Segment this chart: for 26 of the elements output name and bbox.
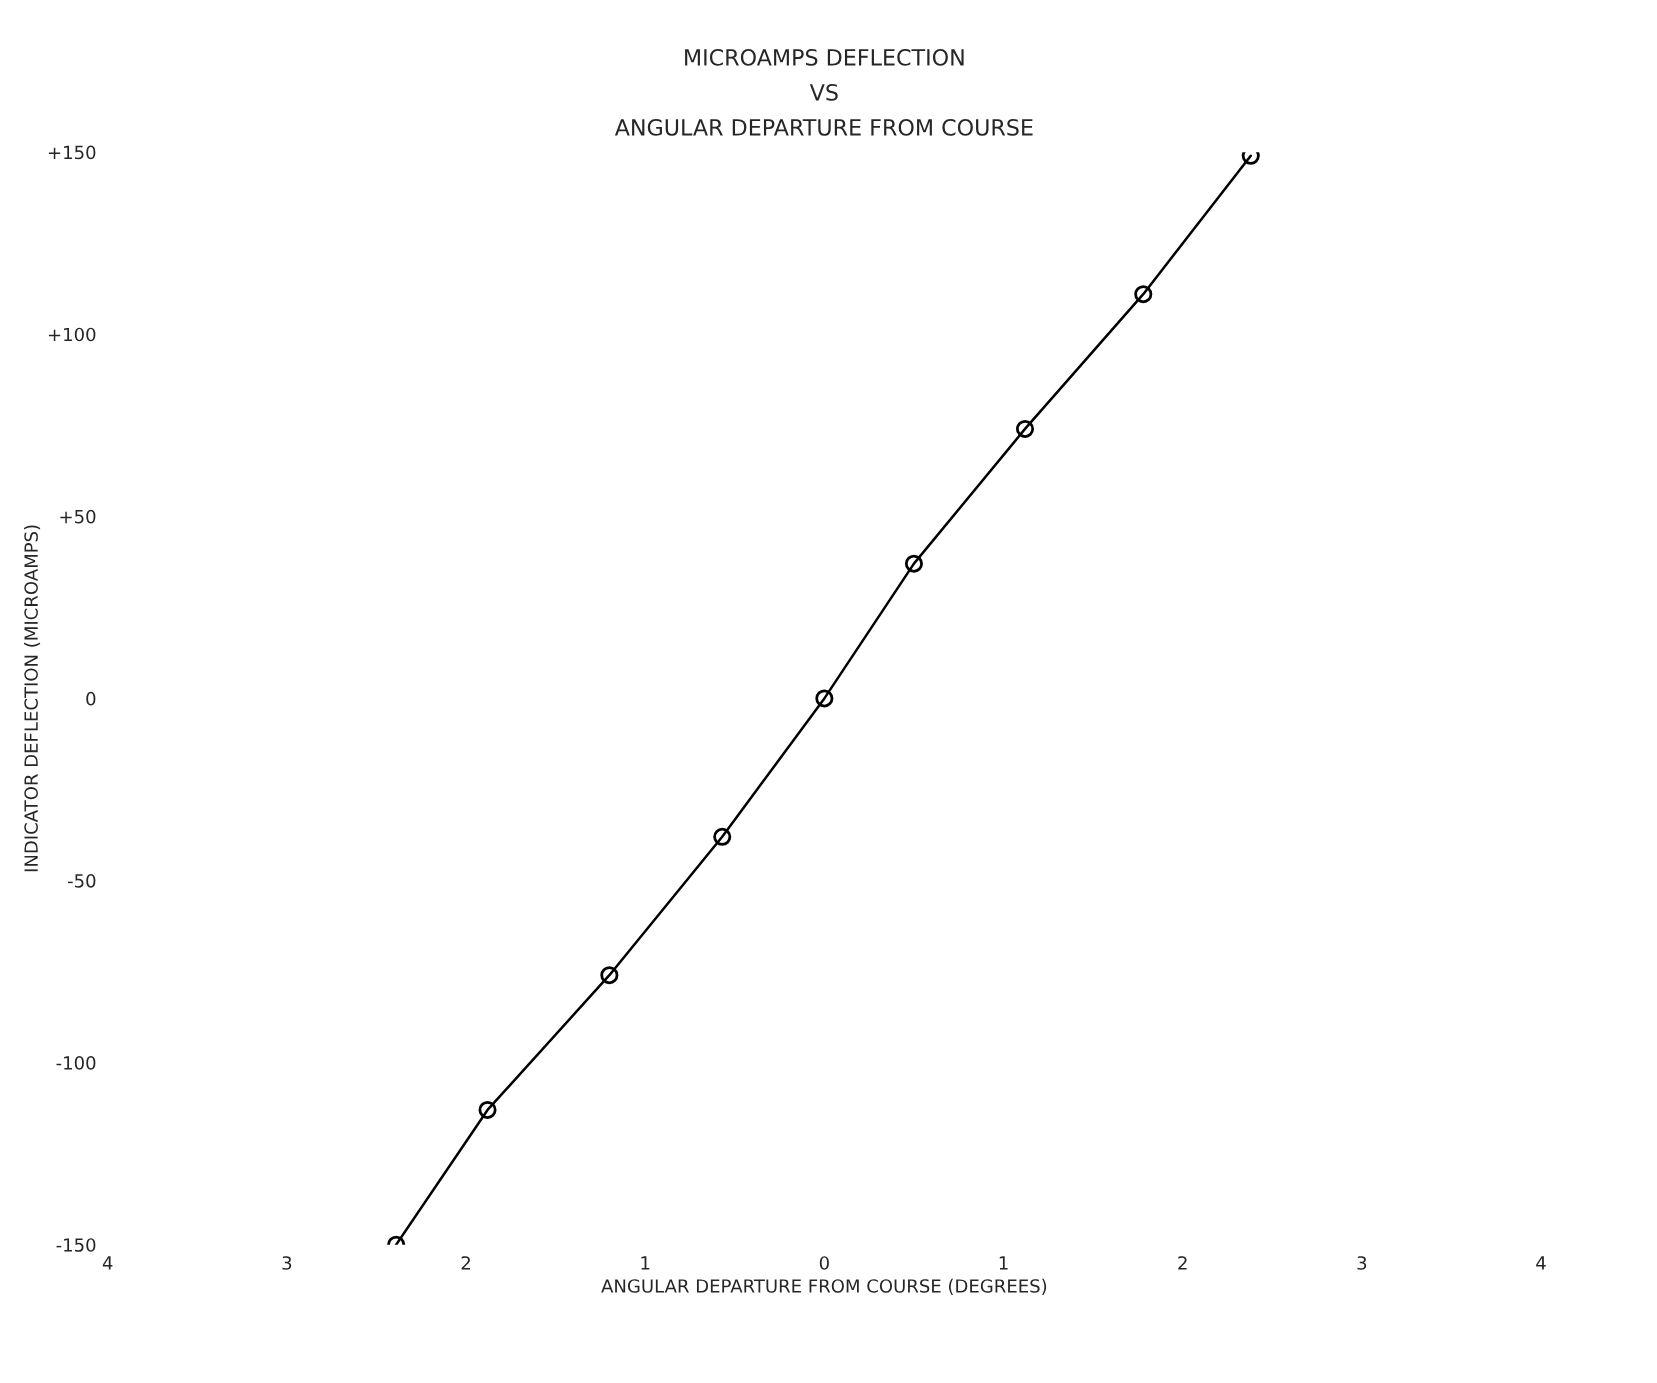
y-tick-label: +100 xyxy=(48,327,96,342)
y-tick-label: -50 xyxy=(67,873,96,888)
x-tick-label: 3 xyxy=(1357,1256,1367,1270)
point xyxy=(1134,285,1153,304)
x-axis-title: ANGULAR DEPARTURE FROM COURSE (DEGREES) xyxy=(601,1278,1047,1295)
x-tick-label: 2 xyxy=(461,1256,470,1270)
y-axis-title: INDICATOR DEFLECTION (MICROAMPS) xyxy=(23,525,41,872)
chart-title: MICROAMPS DEFLECTION VS ANGULAR DEPARTURE FROM COURSE xyxy=(614,48,1033,136)
x-tick-label: 4 xyxy=(1536,1256,1546,1270)
x-tick-label: 1 xyxy=(641,1256,650,1270)
point xyxy=(713,827,732,846)
x-tick-label: 3 xyxy=(282,1256,292,1270)
point xyxy=(600,966,619,985)
point xyxy=(478,1100,497,1119)
y-tick-label: 0 xyxy=(86,691,96,706)
point xyxy=(904,554,923,573)
y-tick-label: -150 xyxy=(56,1238,96,1252)
x-tick-label: 1 xyxy=(999,1256,1008,1270)
point xyxy=(815,689,834,708)
x-tick-label: 4 xyxy=(102,1256,113,1270)
y-tick-label: +50 xyxy=(60,509,96,524)
x-tick-label: 0 xyxy=(819,1256,829,1270)
y-tick-label: +150 xyxy=(48,145,96,160)
x-tick-label: 2 xyxy=(1178,1256,1187,1270)
point xyxy=(1015,419,1035,438)
y-tick-label: -100 xyxy=(56,1056,96,1070)
